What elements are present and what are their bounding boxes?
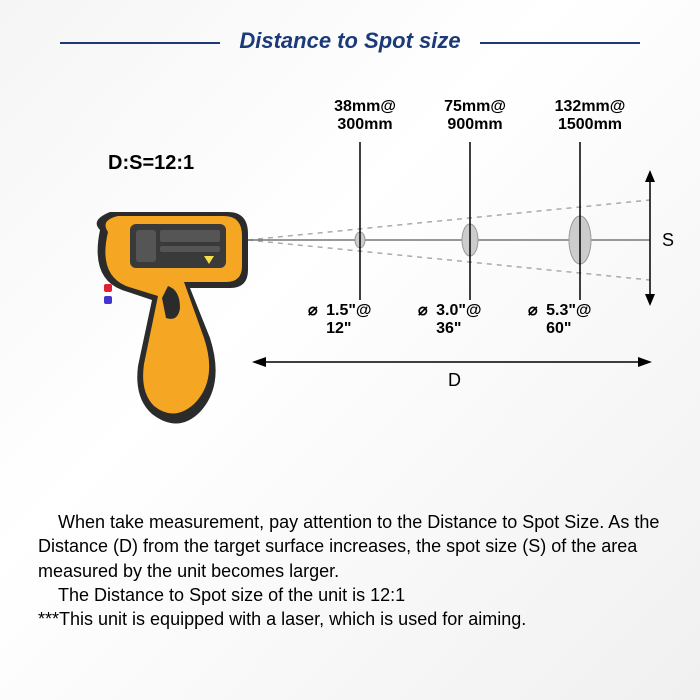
s-arrow-up (645, 170, 655, 182)
spot-mm-1: 38mm@ (334, 98, 396, 115)
dist-in-3: 60" (546, 320, 571, 337)
page-title: Distance to Spot size (221, 28, 478, 54)
diagram-area: D:S=12:1 (0, 80, 700, 490)
description-block: When take measurement, pay attention to … (38, 510, 662, 631)
dist-mm-3: 1500mm (558, 116, 622, 133)
title-rule-left (60, 42, 220, 44)
label-bot-2: ⌀ 3.0"@ 36" (418, 302, 482, 339)
d-arrow-right (638, 357, 652, 367)
beam-diagram (0, 80, 700, 490)
dia-sym-3: ⌀ (528, 302, 538, 319)
label-bot-1: ⌀ 1.5"@ 12" (308, 302, 372, 339)
label-bot-3: ⌀ 5.3"@ 60" (528, 302, 592, 339)
s-arrow-down (645, 294, 655, 306)
spot-mm-2: 75mm@ (444, 98, 506, 115)
dia-in-3: 5.3"@ (546, 302, 591, 319)
desc-p3: ***This unit is equipped with a laser, w… (38, 607, 662, 631)
dia-sym-1: ⌀ (308, 302, 318, 319)
d-axis-label: D (448, 370, 461, 391)
desc-p2: The Distance to Spot size of the unit is… (38, 583, 662, 607)
spot-mm-3: 132mm@ (555, 98, 626, 115)
dist-mm-2: 900mm (447, 116, 502, 133)
desc-p1: When take measurement, pay attention to … (38, 510, 662, 583)
label-top-2: 75mm@ 900mm (440, 98, 510, 135)
title-rule-right (480, 42, 640, 44)
dist-in-2: 36" (436, 320, 461, 337)
label-top-1: 38mm@ 300mm (330, 98, 400, 135)
dist-mm-1: 300mm (337, 116, 392, 133)
dia-in-2: 3.0"@ (436, 302, 481, 319)
d-arrow-left (252, 357, 266, 367)
dia-in-1: 1.5"@ (326, 302, 371, 319)
s-axis-label: S (662, 230, 674, 251)
dia-sym-2: ⌀ (418, 302, 428, 319)
label-top-3: 132mm@ 1500mm (550, 98, 630, 135)
dist-in-1: 12" (326, 320, 351, 337)
title-bar: Distance to Spot size (0, 0, 700, 54)
